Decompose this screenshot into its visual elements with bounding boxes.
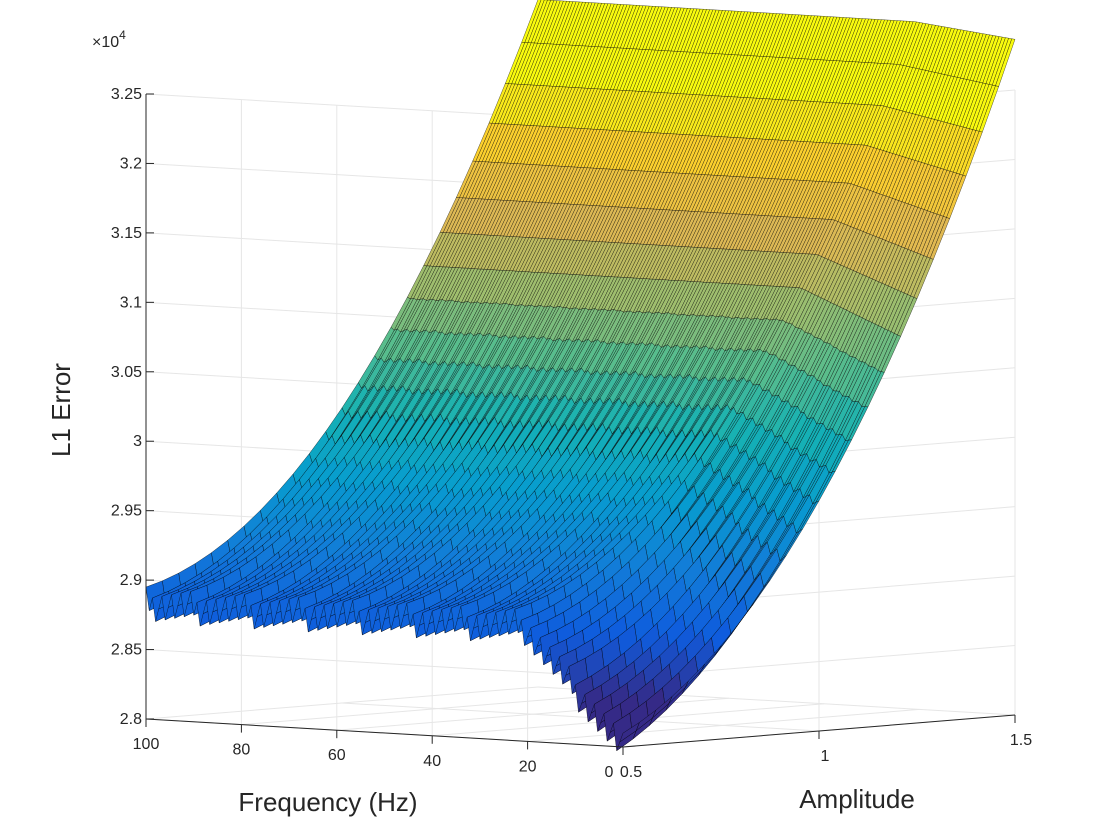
freq-tick-label: 20 xyxy=(519,758,537,775)
z-tick-label: 2.8 xyxy=(120,711,142,728)
freq-tick-label: 0 xyxy=(605,764,614,781)
z-tick-label: 3.2 xyxy=(120,155,142,172)
freq-tick-label: 40 xyxy=(423,753,441,770)
z-axis-label: L1 Error xyxy=(46,363,76,457)
freq-tick-label: 100 xyxy=(133,736,160,753)
y-axis-label: Amplitude xyxy=(799,784,915,814)
z-tick-label: 3.1 xyxy=(120,294,142,311)
z-tick-label: 2.9 xyxy=(120,572,142,589)
z-tick-label: 3.15 xyxy=(111,225,142,242)
x-axis-label: Frequency (Hz) xyxy=(238,787,417,817)
amp-tick-label: 1 xyxy=(821,748,830,765)
surface-layer xyxy=(145,0,1016,752)
z-tick-label: 3.05 xyxy=(111,364,142,381)
surface-patch xyxy=(619,721,640,743)
freq-tick-label: 60 xyxy=(328,747,346,764)
z-tick-label: 2.95 xyxy=(111,503,142,520)
amp-tick-label: 0.5 xyxy=(620,764,642,781)
freq-tick-label: 80 xyxy=(233,742,251,759)
z-gridline xyxy=(145,714,1016,748)
axes-layer: 2.8 2.85 2.9 2.95 3 3.05 3.1 3.15 3.2 3.25 100 80 60… xyxy=(111,86,1032,781)
labels-layer: ×104 L1 Error Frequency (Hz) Amplitude xyxy=(46,28,915,817)
z-tick-label: 3.25 xyxy=(111,86,142,103)
amp-gridline-floor xyxy=(341,702,820,732)
freq-axis-line xyxy=(145,718,624,748)
z-tick-label: 2.85 xyxy=(111,642,142,659)
z-multiplier: ×104 xyxy=(92,28,126,51)
z-tick-label: 3 xyxy=(133,433,142,450)
amp-tick-label: 1.5 xyxy=(1010,732,1032,749)
